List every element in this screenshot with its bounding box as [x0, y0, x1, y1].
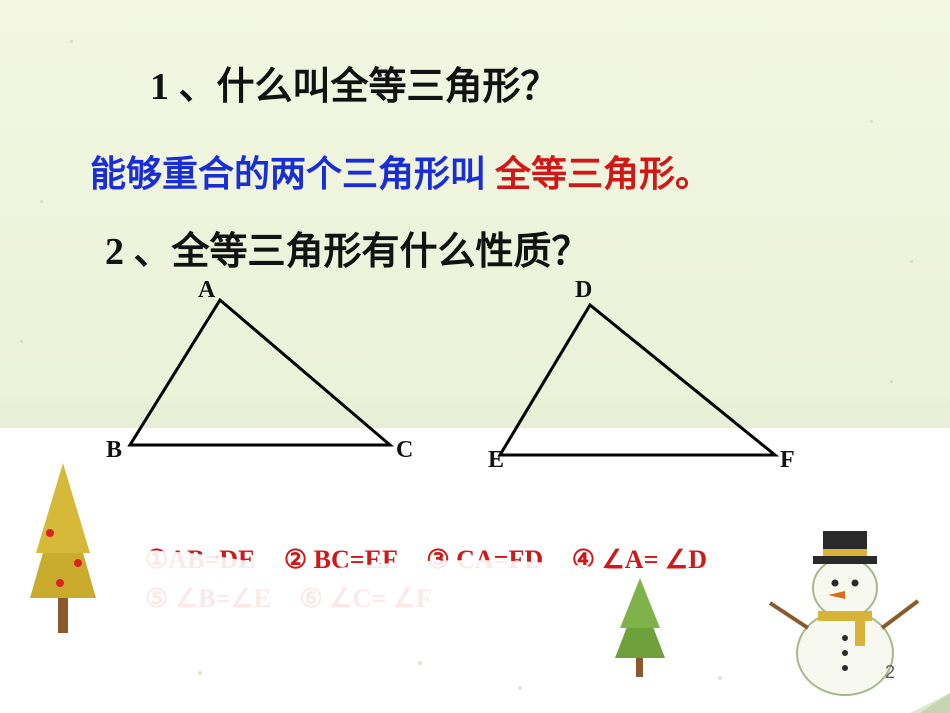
vertex-label-C: C	[396, 437, 413, 464]
prop-4: ④ ∠A= ∠D	[572, 545, 707, 574]
q1-number: 1 、	[150, 66, 217, 108]
properties-list: ①AB=DE ② BC=EF ③ CA=FD ④ ∠A= ∠D ⑤ ∠B=∠E …	[145, 540, 865, 618]
prop-5: ⑤ ∠B=∠E	[145, 584, 271, 613]
vertex-label-F: F	[780, 447, 795, 474]
prop-1: ①AB=DE	[145, 545, 255, 574]
prop-2: ② BC=EF	[284, 545, 398, 574]
q2-number: 2 、	[105, 231, 172, 273]
vertex-label-A: A	[198, 277, 215, 304]
answer-1: 能够重合的两个三角形叫 全等三角形。	[90, 145, 711, 197]
prop-3: ③ CA=FD	[426, 545, 543, 574]
vertex-label-E: E	[488, 447, 504, 474]
prop-6: ⑥ ∠C= ∠F	[299, 584, 431, 613]
triangles-diagram: A B C D E F	[100, 285, 880, 485]
answer1-blue: 能够重合的两个三角形叫	[90, 154, 495, 194]
answer1-red: 全等三角形。	[495, 154, 711, 194]
question-2: 2 、全等三角形有什么性质？	[105, 220, 590, 275]
question-1: 1 、什么叫全等三角形？	[150, 55, 559, 110]
slide: 1 、什么叫全等三角形？ 能够重合的两个三角形叫 全等三角形。 2 、全等三角形…	[0, 0, 950, 713]
q1-text: 什么叫全等三角形？	[217, 66, 559, 108]
vertex-label-D: D	[575, 277, 592, 304]
page-number: 2	[885, 662, 895, 683]
q2-text: 全等三角形有什么性质？	[172, 231, 590, 273]
vertex-label-B: B	[106, 437, 122, 464]
